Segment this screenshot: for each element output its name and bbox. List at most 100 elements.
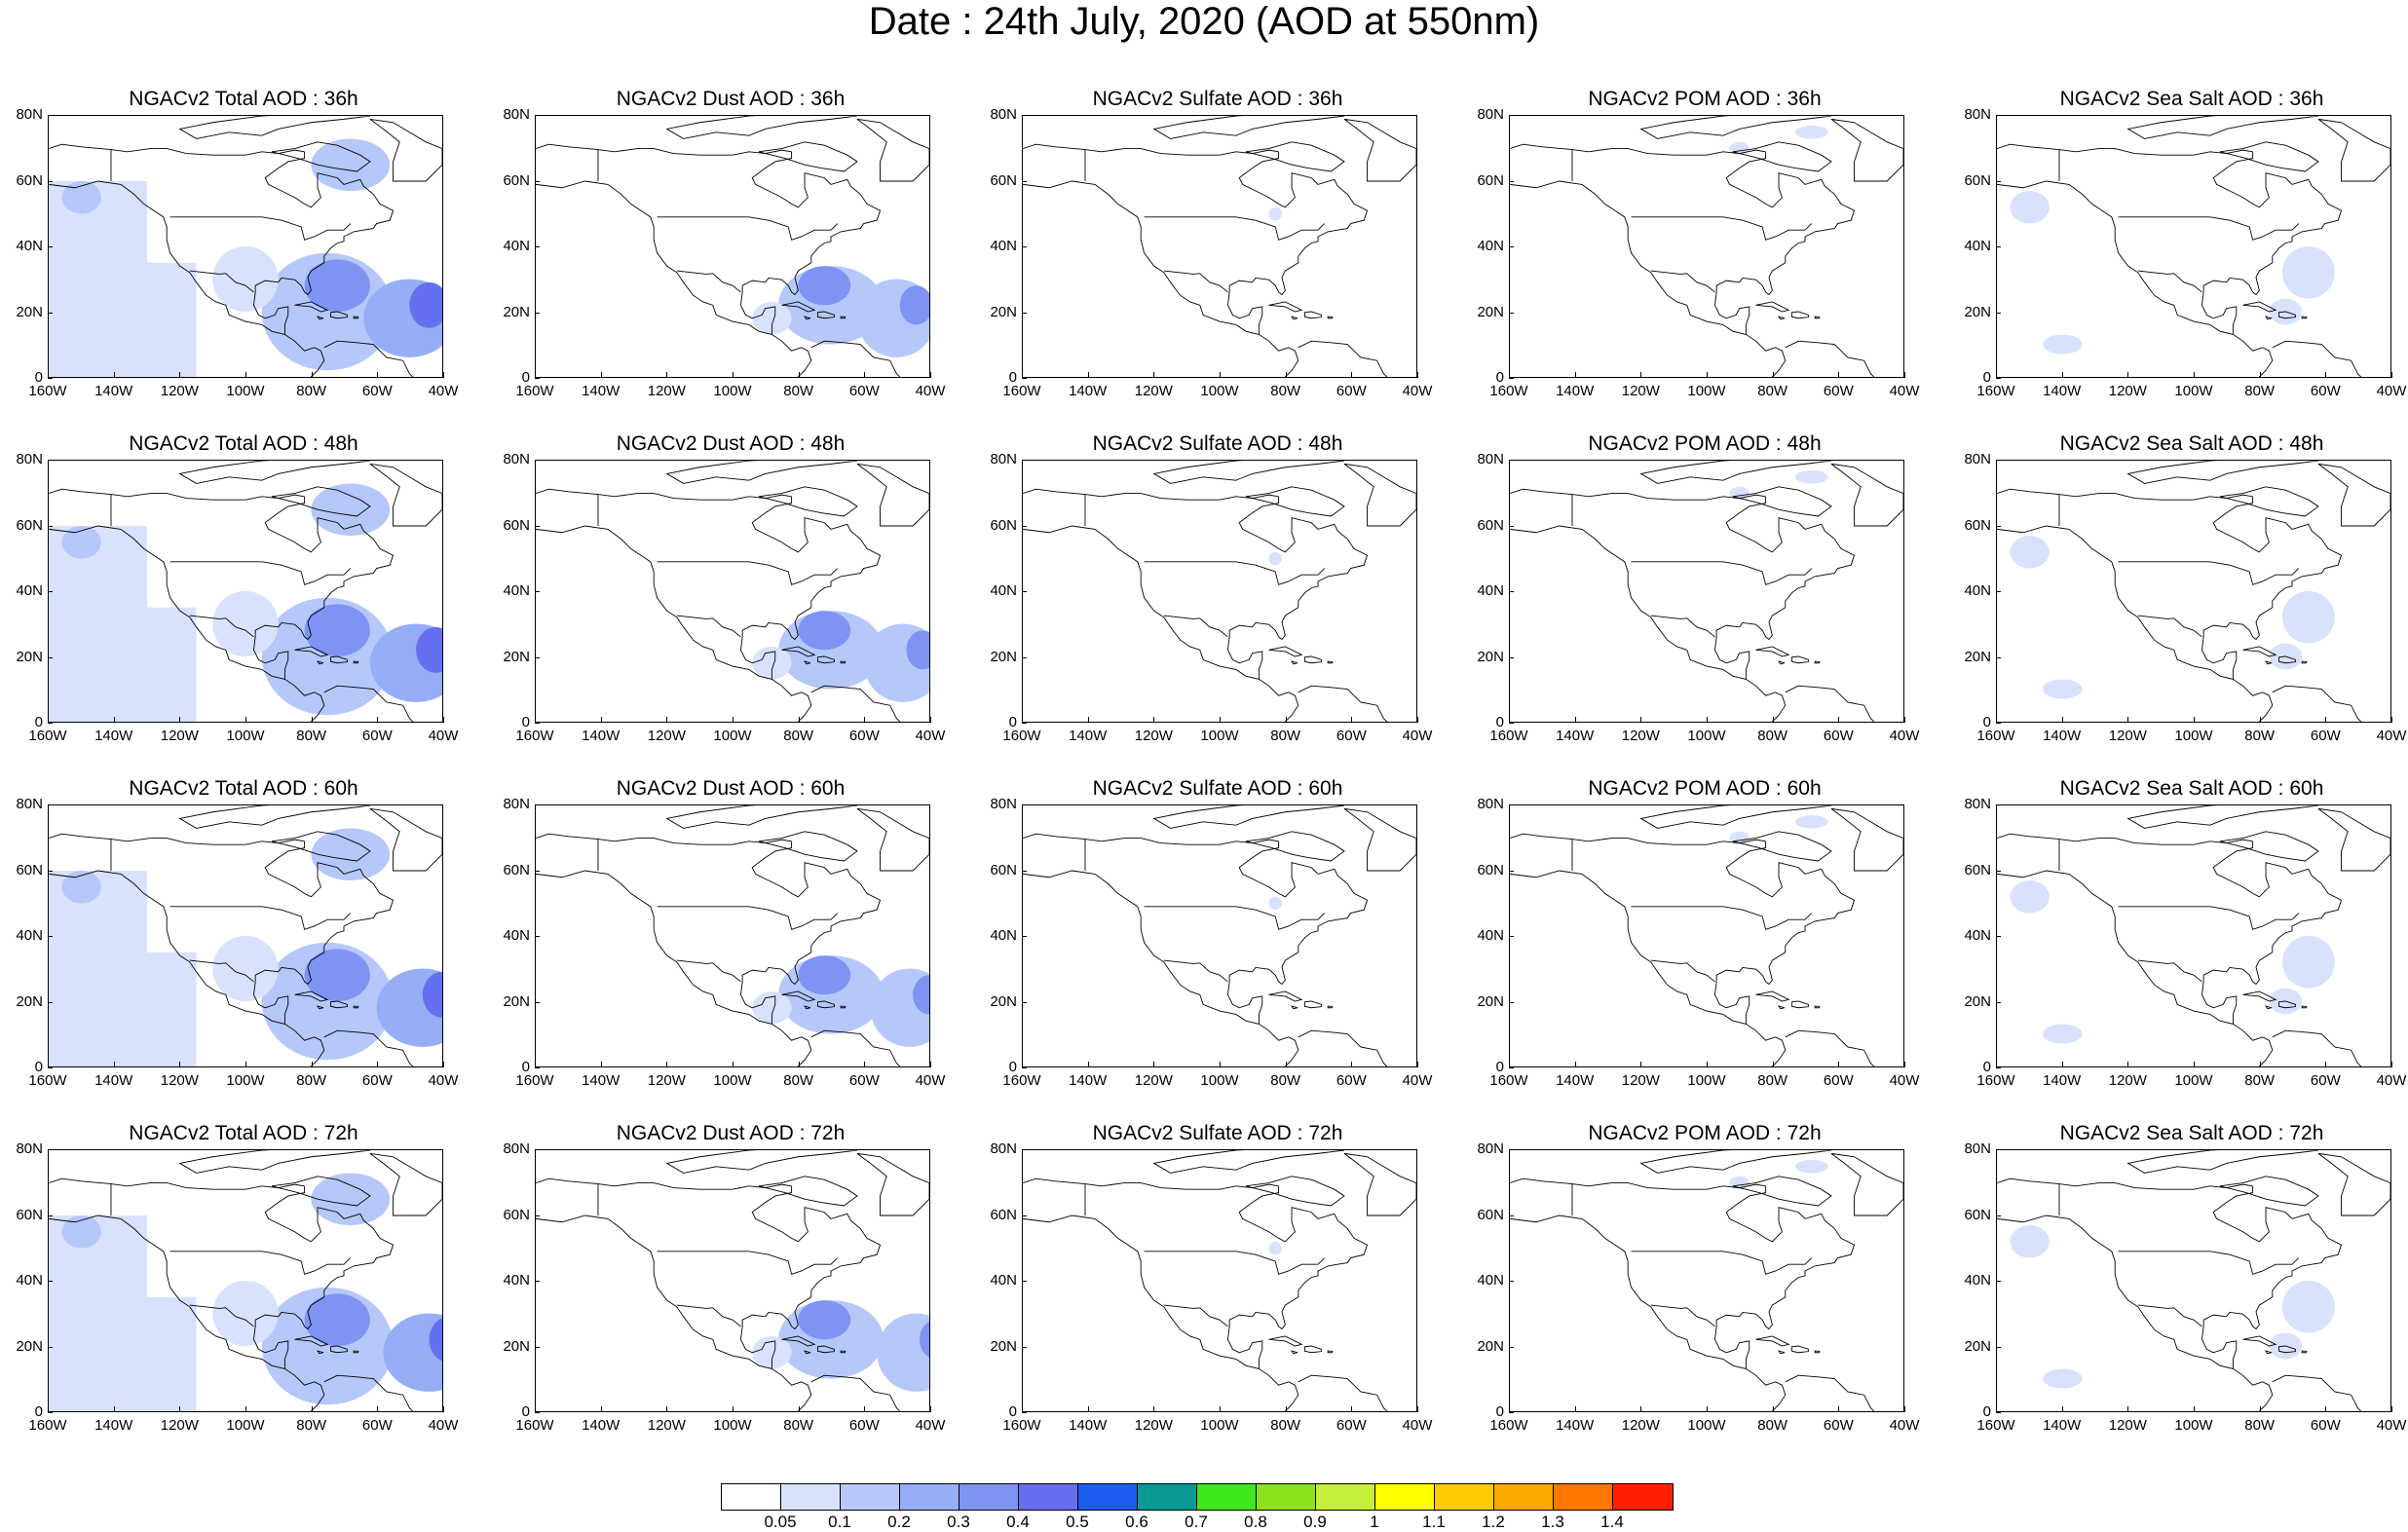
lon-tick-label: 80W	[2244, 728, 2276, 744]
map-panel-pom-36h: NGACv2 POM AOD : 36h 80N 60N 40N 20N 0 160W 140…	[1461, 86, 1948, 417]
lat-tick-label: 80N	[990, 1140, 1017, 1157]
lon-tick-label: 140W	[582, 1072, 621, 1089]
panel-title: NGACv2 Sea Salt AOD : 36h	[2059, 88, 2324, 110]
lon-tick-label: 80W	[783, 383, 814, 399]
lon-tick-label: 120W	[160, 1072, 199, 1089]
map-plot	[1996, 1149, 2391, 1412]
lon-tick	[1996, 717, 1997, 723]
island-outline	[665, 116, 858, 139]
lat-tick	[1996, 246, 2001, 247]
lat-tick	[1996, 180, 2001, 182]
lat-tick	[1022, 378, 1027, 379]
coastline	[1023, 1177, 1279, 1190]
map-panel-dust-60h: NGACv2 Dust AOD : 60h 80N 60N 40N 20N 0 160W 14…	[487, 775, 974, 1106]
aod-plume	[49, 871, 147, 1066]
island-outline	[2301, 1350, 2308, 1354]
map-plot	[1022, 115, 1417, 378]
island-outline	[2242, 301, 2277, 313]
colorbar-label: 0.5	[1066, 1513, 1089, 1531]
lat-tick-label: 20N	[503, 648, 530, 665]
lat-tick	[48, 115, 53, 116]
lat-tick-label: 40N	[990, 927, 1017, 944]
panel-title: NGACv2 Sea Salt AOD : 72h	[2059, 1122, 2324, 1144]
island-outline	[1755, 646, 1790, 657]
coastlines	[49, 805, 442, 1066]
lon-tick	[1417, 1062, 1418, 1067]
lon-tick	[179, 372, 181, 378]
lon-tick	[1574, 1062, 1576, 1067]
coastline	[254, 841, 395, 986]
coastlines	[1997, 805, 2390, 1066]
aod-map	[536, 805, 929, 1066]
lat-tick	[1996, 1346, 2001, 1348]
map-panel-pom-72h: NGACv2 POM AOD : 72h 80N 60N 40N 20N 0 160W 140…	[1461, 1120, 1948, 1451]
aod-map	[49, 1150, 442, 1411]
island-outline	[2317, 118, 2390, 182]
map-panel-sulfate-60h: NGACv2 Sulfate AOD : 60h 80N 60N 40N 20N 0 160…	[974, 775, 1461, 1106]
lon-tick	[1022, 1062, 1023, 1067]
aod-plume	[147, 1296, 197, 1411]
aod-plume	[304, 1293, 370, 1346]
island-outline	[317, 1350, 324, 1355]
lat-tick-label: 20N	[990, 648, 1017, 665]
lat-tick-label: 40N	[990, 582, 1017, 599]
lat-tick-label: 0	[1495, 1059, 1504, 1075]
map-plot	[1509, 1149, 1904, 1412]
map-plot	[1996, 804, 2391, 1067]
lon-tick-label: 40W	[2376, 383, 2407, 399]
lon-tick	[2194, 1062, 2195, 1067]
lat-tick-label: 60N	[990, 171, 1017, 189]
lon-tick-label: 120W	[160, 383, 199, 399]
lat-tick	[1022, 591, 1027, 592]
lon-tick-label: 100W	[1687, 728, 1726, 744]
coastline	[1023, 870, 1299, 1066]
island-outline	[2265, 316, 2273, 320]
island-outline	[2317, 463, 2390, 527]
lon-tick-label: 120W	[1621, 1072, 1660, 1089]
aod-plume	[913, 975, 929, 1015]
lon-tick	[1574, 717, 1576, 723]
lat-tick-label: 20N	[990, 1337, 1017, 1355]
lon-tick	[2194, 1406, 2195, 1412]
island-outline	[1304, 655, 1322, 664]
coastline	[1510, 180, 1787, 377]
island-outline	[2219, 486, 2319, 517]
lon-tick-label: 100W	[1687, 383, 1726, 399]
coastlines	[49, 116, 442, 377]
island-outline	[294, 1335, 329, 1347]
coastline	[49, 525, 325, 722]
coastline	[1144, 1251, 1326, 1275]
lat-tick-label: 60N	[1964, 516, 1991, 534]
map-panel-seasalt-36h: NGACv2 Sea Salt AOD : 36h 80N 60N 40N 20N 0 16…	[1948, 86, 2408, 417]
lat-tick-label: 20N	[1964, 992, 1991, 1010]
map-plot	[48, 804, 443, 1067]
map-plot	[535, 460, 930, 723]
lon-tick-label: 100W	[2174, 1072, 2213, 1089]
lat-tick-label: 0	[521, 369, 530, 386]
lon-tick	[377, 717, 379, 723]
panel-title: NGACv2 Sulfate AOD : 60h	[1092, 777, 1343, 800]
aod-plume	[2281, 246, 2335, 299]
colorbar-swatch	[1375, 1484, 1435, 1510]
island-outline	[1830, 1152, 1903, 1216]
lat-tick	[1996, 936, 2001, 937]
island-outline	[2301, 316, 2308, 319]
aod-map	[1023, 805, 1416, 1066]
coastline	[741, 1185, 882, 1330]
aod-plume	[1794, 1160, 1828, 1174]
colorbar-swatch	[900, 1484, 959, 1510]
aod-map	[1997, 461, 2390, 722]
lat-tick-label: 80N	[16, 796, 43, 812]
colorbar-swatch	[1138, 1484, 1197, 1510]
lat-tick	[48, 723, 53, 724]
lat-tick-label: 0	[1982, 1403, 1991, 1420]
lon-tick-label: 140W	[582, 1417, 621, 1434]
coastline	[2118, 906, 2300, 930]
aod-plume	[798, 611, 851, 651]
aod-plume	[2010, 536, 2050, 569]
coastline	[1713, 981, 1750, 1025]
coastlines	[1023, 116, 1416, 377]
aod-field	[49, 828, 442, 1066]
coastlines	[1023, 461, 1416, 722]
lon-tick-label: 60W	[1823, 383, 1854, 399]
